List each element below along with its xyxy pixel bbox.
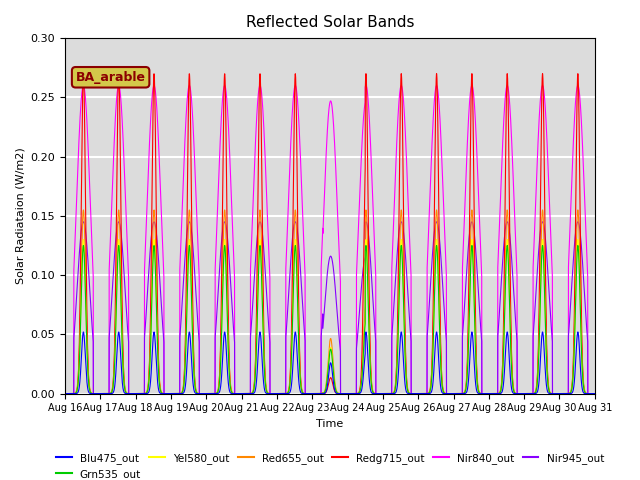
Title: Reflected Solar Bands: Reflected Solar Bands: [246, 15, 414, 30]
Yel580_out: [310, 391, 317, 396]
Yel580_out: [590, 391, 598, 396]
Red655_out: [61, 391, 69, 396]
Y-axis label: Solar Radiataion (W/m2): Solar Radiataion (W/m2): [15, 147, 25, 284]
Nir840_out: [590, 391, 598, 396]
Yel580_out: [419, 391, 427, 396]
Yel580_out: [61, 391, 69, 396]
Nir945_out: [310, 391, 317, 396]
Nir840_out: [310, 391, 317, 396]
Red655_out: [591, 391, 598, 396]
Grn535_out: [61, 391, 69, 396]
Line: Redg715_out: Redg715_out: [65, 73, 595, 394]
Nir840_out: [479, 391, 486, 396]
Nir945_out: [419, 391, 427, 396]
Line: Grn535_out: Grn535_out: [65, 245, 595, 394]
Redg715_out: [310, 391, 317, 396]
Redg715_out: [479, 391, 486, 396]
Nir945_out: [479, 391, 486, 396]
Grn535_out: [591, 391, 598, 396]
Redg715_out: [419, 391, 427, 396]
Redg715_out: [156, 386, 164, 392]
Text: BA_arable: BA_arable: [76, 71, 146, 84]
Blu475_out: [468, 329, 476, 335]
Yel580_out: [468, 237, 476, 242]
Blu475_out: [61, 391, 69, 396]
Nir945_out: [156, 284, 164, 289]
Blu475_out: [310, 391, 317, 396]
Grn535_out: [419, 391, 427, 396]
Nir945_out: [449, 391, 456, 396]
Nir840_out: [449, 391, 456, 396]
Nir840_out: [419, 391, 427, 396]
Nir945_out: [591, 391, 598, 396]
Nir945_out: [61, 391, 69, 396]
Yel580_out: [591, 391, 598, 396]
Line: Red655_out: Red655_out: [65, 210, 595, 394]
Red655_out: [468, 207, 476, 213]
Grn535_out: [468, 242, 476, 248]
Red655_out: [310, 391, 317, 396]
Blu475_out: [419, 391, 427, 396]
Red655_out: [479, 391, 486, 396]
Red655_out: [419, 391, 427, 396]
Red655_out: [156, 384, 164, 390]
Blu475_out: [156, 390, 164, 396]
Red655_out: [449, 391, 456, 396]
Redg715_out: [468, 71, 476, 76]
Redg715_out: [591, 391, 598, 396]
Blu475_out: [479, 391, 486, 396]
Redg715_out: [449, 391, 456, 396]
Nir840_out: [591, 391, 598, 396]
Grn535_out: [449, 391, 456, 396]
Blu475_out: [591, 391, 598, 396]
Line: Nir840_out: Nir840_out: [65, 85, 595, 394]
Yel580_out: [479, 391, 486, 396]
Nir945_out: [590, 391, 598, 396]
Nir840_out: [156, 180, 164, 186]
Redg715_out: [590, 391, 598, 396]
Legend: Blu475_out, Grn535_out, Yel580_out, Red655_out, Redg715_out, Nir840_out, Nir945_: Blu475_out, Grn535_out, Yel580_out, Red6…: [52, 449, 608, 480]
Line: Yel580_out: Yel580_out: [65, 240, 595, 394]
Line: Blu475_out: Blu475_out: [65, 332, 595, 394]
X-axis label: Time: Time: [316, 419, 344, 429]
Nir840_out: [61, 391, 69, 396]
Grn535_out: [310, 391, 317, 396]
Yel580_out: [156, 386, 164, 392]
Redg715_out: [61, 391, 69, 396]
Line: Nir945_out: Nir945_out: [65, 222, 595, 394]
Blu475_out: [590, 391, 598, 396]
Blu475_out: [449, 391, 456, 396]
Nir945_out: [468, 219, 476, 225]
Grn535_out: [156, 387, 164, 393]
Yel580_out: [449, 391, 456, 396]
Grn535_out: [479, 391, 486, 396]
Nir840_out: [468, 83, 476, 88]
Red655_out: [590, 391, 598, 396]
Grn535_out: [590, 391, 598, 396]
